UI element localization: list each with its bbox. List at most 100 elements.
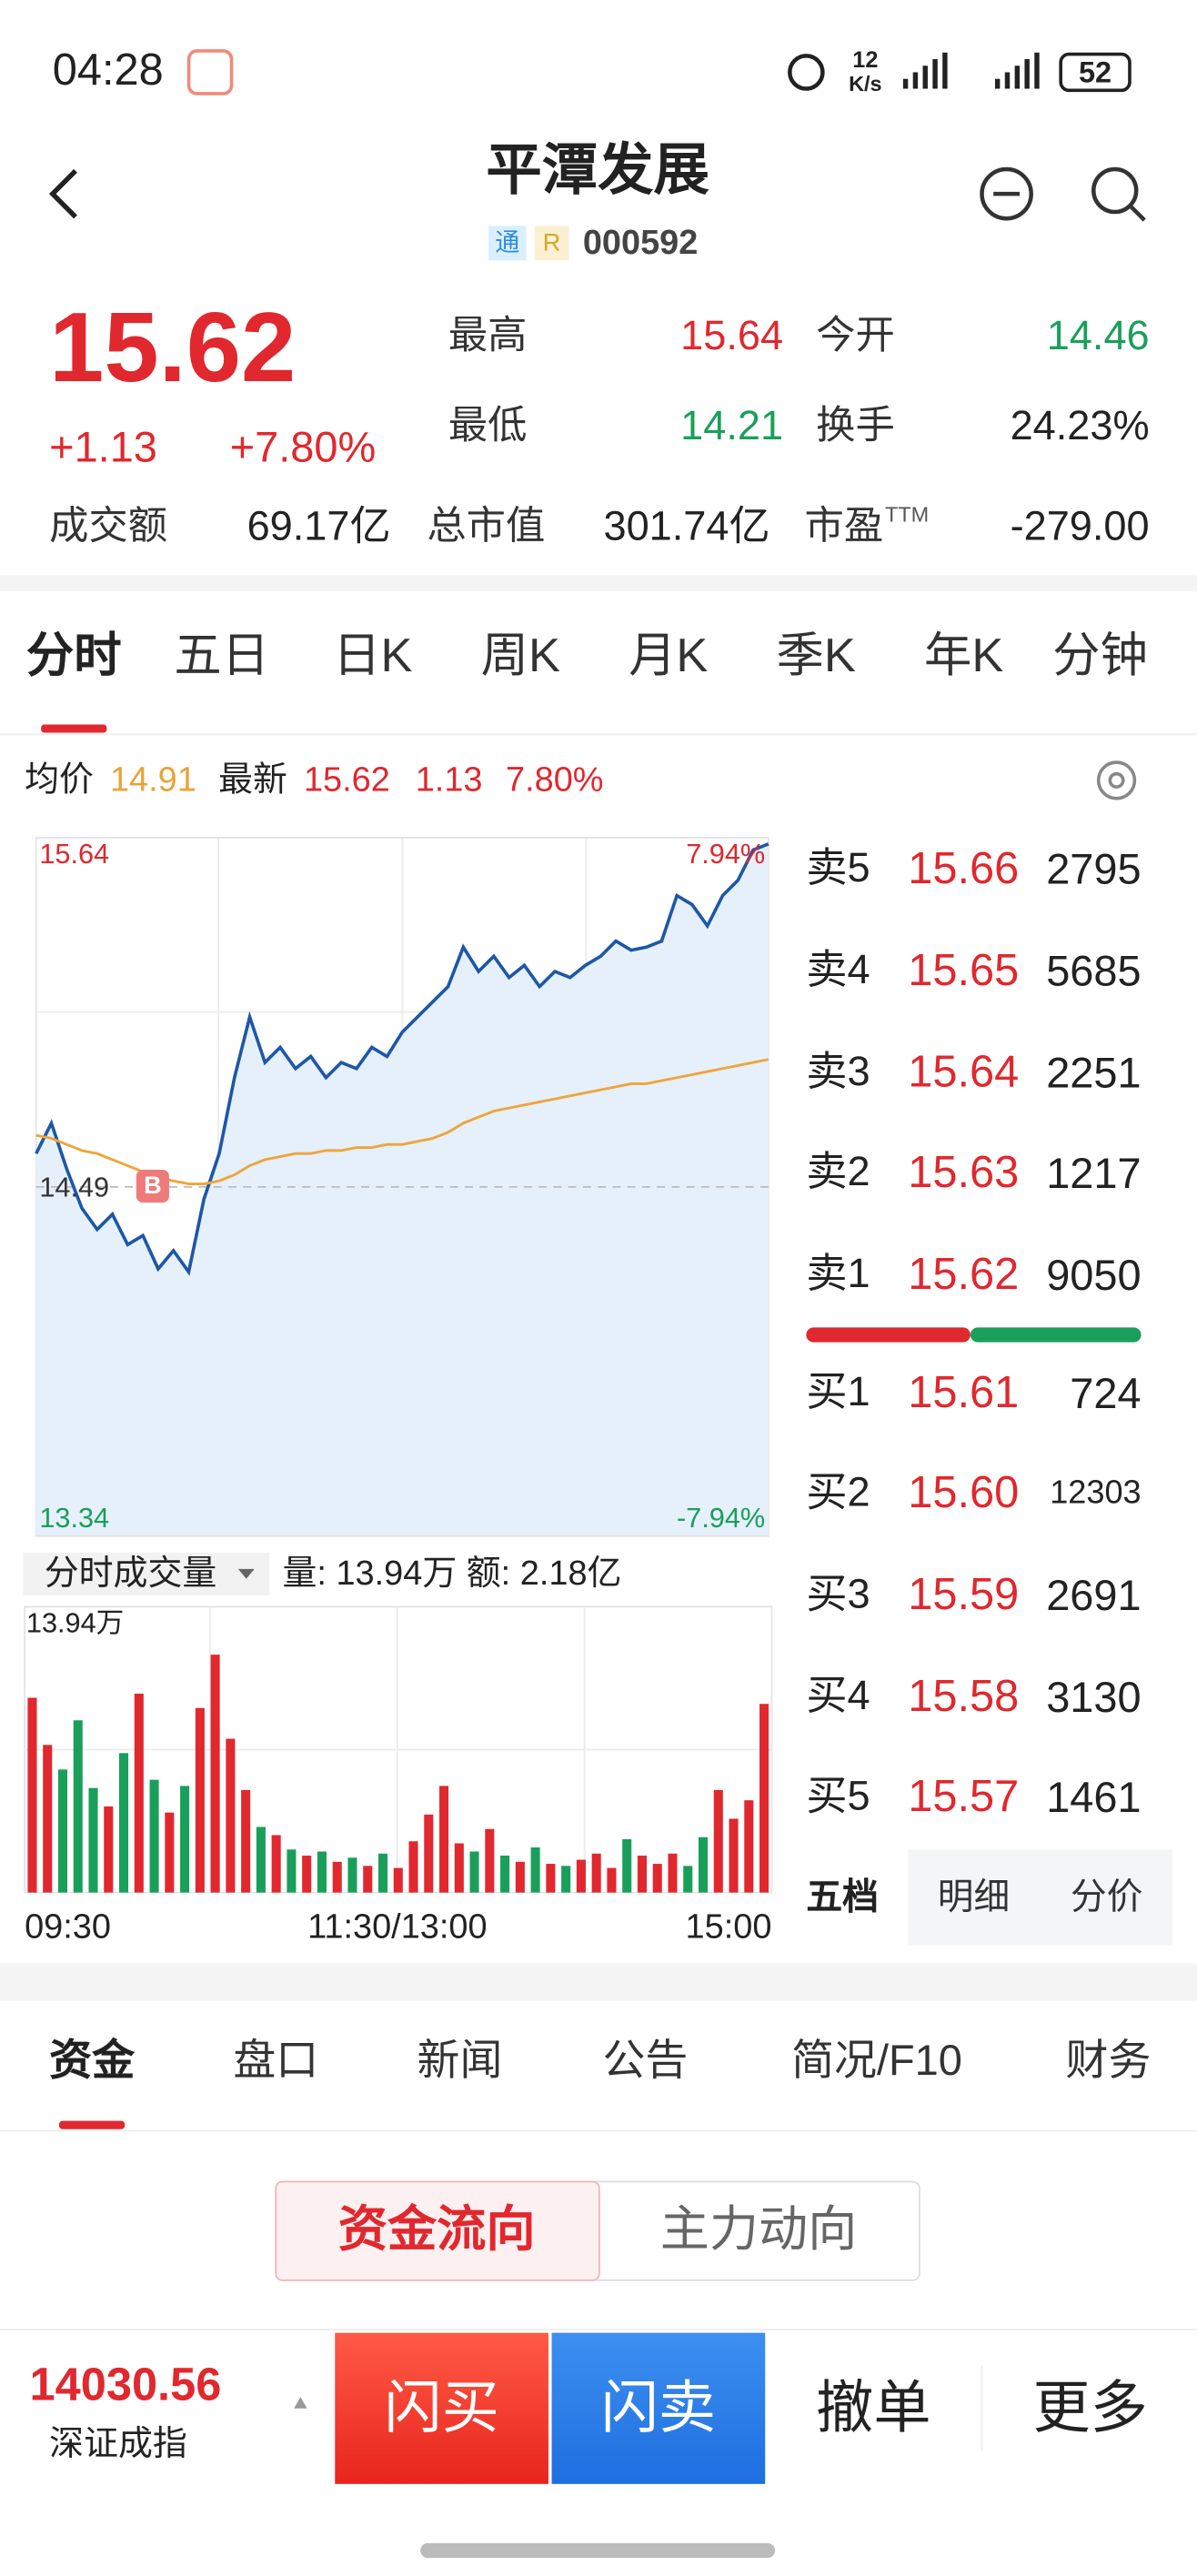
volume-bar [347, 1857, 357, 1893]
volume-bar [88, 1787, 98, 1893]
book-volume: 1217 [1046, 1148, 1142, 1198]
volume-bar [408, 1841, 418, 1893]
book-price: 15.66 [908, 843, 1020, 893]
battery-icon [1059, 52, 1132, 93]
volume-summary: 量: 13.94万 额: 2.18亿 [282, 1555, 622, 1594]
stat-label: 今开 [816, 313, 895, 358]
period-tab[interactable]: 五日 [174, 629, 270, 683]
action-button[interactable]: 闪买 [384, 2376, 499, 2440]
volume-bar [241, 1789, 251, 1893]
separator [0, 1963, 1197, 2001]
action-button[interactable]: 撤单 [816, 2376, 931, 2440]
book-label: 买1 [806, 1369, 870, 1415]
volume-bar [744, 1800, 754, 1893]
fund-toggle-active [275, 2180, 600, 2281]
price-info: 1.13 [415, 761, 483, 800]
book-volume: 1461 [1046, 1772, 1142, 1822]
price-info: 最新 [218, 761, 287, 800]
section-tab[interactable]: 盘口 [233, 2035, 319, 2085]
volume-selector-label[interactable]: 分时成交量 [44, 1555, 217, 1594]
volume-bar [424, 1814, 434, 1893]
fund-toggle-option[interactable]: 资金流向 [337, 2202, 536, 2258]
period-tab[interactable]: 分钟 [1052, 629, 1148, 683]
flash-buy-button[interactable] [335, 2332, 548, 2484]
book-label: 卖1 [806, 1251, 870, 1297]
fund-toggle-option[interactable]: 主力动向 [659, 2202, 858, 2258]
volume-bar [104, 1806, 114, 1893]
home-indicator [420, 2542, 776, 2559]
volume-bar [210, 1655, 220, 1893]
book-volume: 2795 [1046, 844, 1142, 894]
back-button[interactable] [48, 168, 77, 219]
battery-level: 52 [1078, 55, 1112, 89]
price-area [35, 843, 769, 1536]
index-value: 14030.56 [29, 2359, 222, 2410]
flash-sell-button[interactable] [551, 2332, 766, 2484]
section-tab[interactable]: 简况/F10 [791, 2035, 962, 2085]
period-tab[interactable]: 周K [480, 629, 560, 683]
clock: 04:28 [52, 45, 164, 95]
stat-label: 最低 [448, 404, 528, 449]
volume-bar [332, 1861, 342, 1893]
index-name: 深证成指 [49, 2425, 187, 2464]
volume-bar [759, 1704, 770, 1893]
volume-bar [469, 1851, 479, 1893]
y-tick-label: 15.64 [39, 839, 110, 870]
book-price: 15.61 [908, 1367, 1020, 1417]
action-button[interactable]: 闪卖 [600, 2376, 717, 2440]
volume-bar [165, 1812, 175, 1893]
stat-label: 最高 [448, 313, 528, 358]
calendar-icon [186, 49, 234, 96]
action-button[interactable]: 更多 [1032, 2376, 1148, 2440]
volume-bar [393, 1867, 403, 1893]
section-tab[interactable]: 财务 [1065, 2035, 1152, 2085]
period-tab[interactable]: 分时 [25, 629, 122, 683]
net-speed: 12 [852, 45, 879, 73]
stat-value: 14.46 [1046, 313, 1150, 359]
book-volume: 2251 [1046, 1048, 1142, 1098]
section-tab[interactable]: 公告 [602, 2035, 689, 2085]
book-label: 买3 [806, 1571, 870, 1618]
book-price: 15.60 [908, 1467, 1020, 1517]
volume-bar [195, 1707, 205, 1893]
section-tab[interactable]: 资金 [49, 2035, 136, 2085]
book-label: 买5 [806, 1773, 870, 1820]
separator [0, 575, 1197, 592]
index-toggle[interactable] [294, 2397, 307, 2409]
volume-bar [226, 1738, 236, 1893]
section-tab[interactable]: 新闻 [417, 2035, 503, 2085]
stat-label: 换手 [816, 404, 895, 449]
period-tab[interactable]: 季K [776, 629, 856, 683]
book-price: 15.58 [908, 1671, 1020, 1721]
buy-marker-bg [136, 1169, 169, 1203]
pct-label: -7.94% [676, 1502, 766, 1534]
alarm-icon [788, 54, 825, 91]
book-tab[interactable]: 分价 [1070, 1876, 1143, 1917]
x-tick-label: 15:00 [685, 1907, 772, 1947]
volume-bar [363, 1866, 373, 1893]
search-button[interactable] [1091, 166, 1139, 215]
period-tab[interactable]: 月K [629, 629, 709, 683]
ratio-bar-ask [806, 1327, 971, 1343]
volume-bar [546, 1864, 556, 1893]
period-tab[interactable]: 年K [924, 629, 1004, 683]
book-price: 15.65 [908, 945, 1020, 995]
volume-bar [561, 1866, 571, 1893]
settings-button[interactable] [1096, 760, 1137, 800]
stock-name: 平潭发展 [486, 139, 709, 203]
period-tab[interactable]: 日K [333, 629, 413, 683]
book-tab[interactable]: 五档 [806, 1876, 879, 1917]
volume-bar [454, 1843, 464, 1893]
volume-bar [576, 1859, 586, 1893]
book-volume: 2691 [1046, 1570, 1142, 1620]
volume-bar [500, 1856, 510, 1893]
volume-bar [256, 1826, 266, 1893]
volume-bar [668, 1853, 678, 1893]
stat-label-suffix: TTM [885, 501, 930, 527]
volume-bar [713, 1789, 723, 1893]
remove-watch-button[interactable] [980, 166, 1033, 221]
book-tab[interactable]: 明细 [937, 1876, 1011, 1917]
volume-bar [317, 1851, 327, 1893]
volume-selector[interactable] [23, 1552, 270, 1595]
